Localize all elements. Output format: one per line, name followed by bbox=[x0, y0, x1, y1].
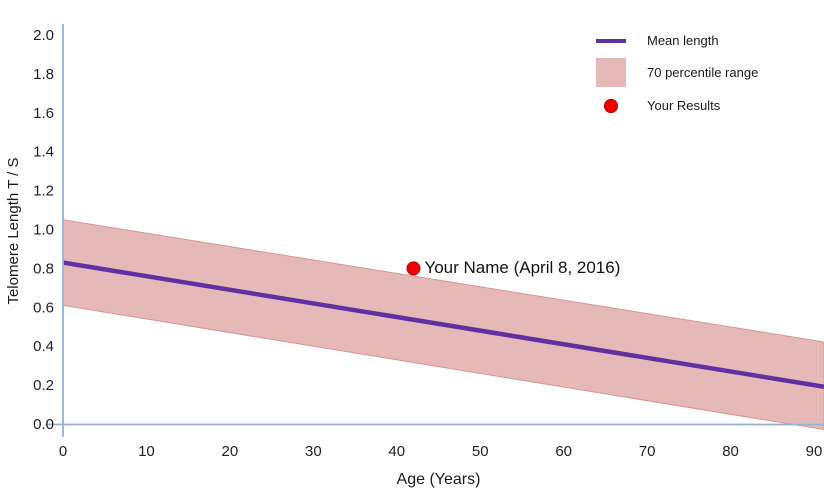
y-tick-label: 0.0 bbox=[33, 416, 54, 433]
y-tick-label: 0.8 bbox=[33, 260, 54, 277]
y-tick-label: 1.4 bbox=[33, 144, 54, 161]
y-tick-label: 2.0 bbox=[33, 27, 54, 44]
y-tick-label: 0.4 bbox=[33, 338, 54, 355]
legend-label-percentile-range: 70 percentile range bbox=[647, 65, 759, 80]
mean-length-line bbox=[62, 260, 824, 389]
y-tick-label: 0.2 bbox=[33, 377, 54, 394]
y-tick-label: 1.8 bbox=[33, 66, 54, 83]
legend-item-percentile-range: 70 percentile range bbox=[596, 58, 758, 87]
x-tick-label: 90 bbox=[806, 443, 823, 460]
x-axis-title: Age (Years) bbox=[396, 471, 481, 488]
x-tick-label: 30 bbox=[305, 443, 322, 460]
x-tick-label: 50 bbox=[472, 443, 489, 460]
y-tick-label: 1.6 bbox=[33, 105, 54, 122]
y-tick-label: 1.2 bbox=[33, 183, 54, 200]
result-point-label: Your Name (April 8, 2016) bbox=[424, 257, 621, 277]
legend-item-mean-length: Mean length bbox=[596, 31, 719, 50]
y-tick-label: 1.0 bbox=[33, 222, 54, 239]
x-tick-label: 80 bbox=[722, 443, 739, 460]
legend-label-your-results: Your Results bbox=[647, 98, 721, 113]
x-tick-label: 20 bbox=[222, 443, 239, 460]
your-results-swatch bbox=[604, 98, 618, 113]
result-point bbox=[406, 261, 421, 276]
x-tick-label: 0 bbox=[59, 443, 67, 460]
legend-item-your-results: Your Results bbox=[596, 96, 720, 115]
x-tick-label: 40 bbox=[388, 443, 405, 460]
your-results-swatch-wrap bbox=[596, 98, 626, 113]
x-tick-label: 60 bbox=[555, 443, 572, 460]
x-tick-label: 10 bbox=[138, 443, 155, 460]
mean-length-swatch bbox=[596, 38, 626, 43]
y-axis-title: Telomere Length T / S bbox=[5, 157, 22, 305]
legend-label-mean-length: Mean length bbox=[647, 33, 719, 48]
x-tick-label: 70 bbox=[639, 443, 656, 460]
percentile-range-swatch bbox=[596, 58, 626, 87]
y-tick-label: 0.6 bbox=[33, 299, 54, 316]
